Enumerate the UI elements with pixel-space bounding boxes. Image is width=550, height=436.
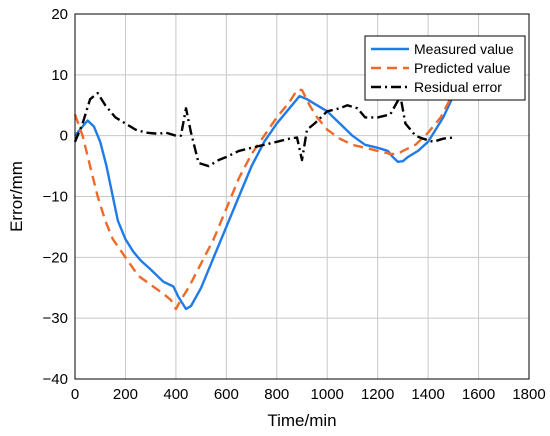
- legend-label: Residual error: [414, 79, 502, 95]
- legend-label: Measured value: [414, 41, 514, 57]
- x-tick-label: 1600: [462, 386, 495, 403]
- series-line-predicted-value: [73, 88, 455, 311]
- x-axis-title: Time/min: [267, 411, 336, 430]
- y-tick-label: 20: [51, 6, 68, 23]
- legend-label: Predicted value: [414, 60, 511, 76]
- x-tick-label: 600: [214, 386, 239, 403]
- series-layer: [73, 88, 455, 311]
- x-tick-label: 1000: [311, 386, 344, 403]
- y-tick-label: −30: [43, 310, 68, 327]
- y-tick-label: −10: [43, 189, 68, 206]
- y-tick-label: 10: [51, 67, 68, 84]
- x-tick-label: 800: [264, 386, 289, 403]
- x-tick-label: 200: [113, 386, 138, 403]
- x-tick-label: 1400: [411, 386, 444, 403]
- x-tick-labels: 0 200 400 600 800 1000 1200 1400 1600 1800: [71, 386, 546, 403]
- y-tick-labels: −40 −30 −20 −10 0 10 20: [43, 6, 68, 388]
- series-line-measured-value: [74, 94, 455, 311]
- x-tick-label: 0: [71, 386, 79, 403]
- x-tick-label: 1200: [361, 386, 394, 403]
- y-tick-label: −20: [43, 249, 68, 266]
- plot-frame: [74, 13, 530, 380]
- y-tick-label: 0: [60, 128, 68, 145]
- legend: Measured value Predicted value Residual er…: [364, 35, 526, 101]
- series-line-residual-error: [73, 91, 454, 168]
- x-tick-label: 1800: [512, 386, 545, 403]
- x-tick-label: 400: [163, 386, 188, 403]
- y-axis-title: Error/mm: [7, 161, 26, 232]
- y-tick-label: −40: [43, 371, 68, 388]
